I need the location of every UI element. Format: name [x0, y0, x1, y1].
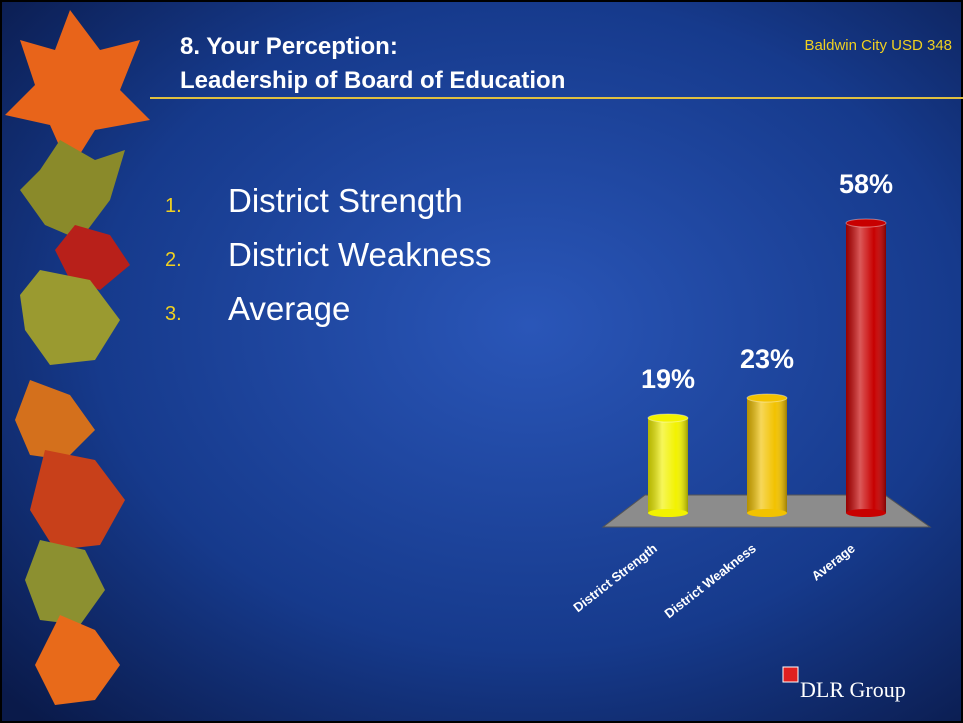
bar-shade	[648, 418, 688, 513]
title-line: Leadership of Board of Education	[180, 67, 565, 94]
bar-cap	[648, 414, 688, 422]
list-number: 3.	[165, 303, 182, 325]
bar-shade	[747, 398, 787, 513]
page: {"header": {"title": ["8. Your Perceptio…	[0, 0, 963, 723]
bar-base	[846, 509, 886, 517]
logo-icon	[783, 667, 798, 682]
list-item: Average	[228, 290, 350, 327]
list-number: 1.	[165, 195, 182, 217]
bar-cap	[747, 394, 787, 402]
value-label: 58%	[839, 169, 893, 199]
background	[1, 1, 962, 722]
list-number: 2.	[165, 249, 182, 271]
list-item: District Weakness	[228, 236, 491, 273]
bar-base	[648, 509, 688, 517]
bar-cap	[846, 219, 886, 227]
org-name: Baldwin City USD 348	[804, 37, 952, 54]
slide: 8. Your Perception: Leadership of Board …	[0, 0, 963, 723]
value-label: 23%	[740, 344, 794, 374]
value-label: 19%	[641, 364, 695, 394]
bar-base	[747, 509, 787, 517]
list-item: District Strength	[228, 182, 463, 219]
logo-text: DLR Group	[800, 677, 906, 702]
title-line: 8. Your Perception:	[180, 33, 398, 60]
bar-shade	[846, 223, 886, 513]
